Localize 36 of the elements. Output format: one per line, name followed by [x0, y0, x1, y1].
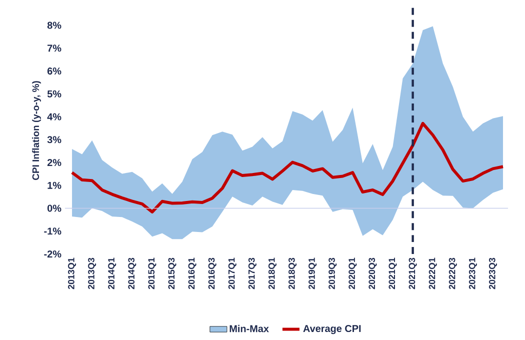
y-tick-label: 3% [47, 136, 62, 144]
x-tick-label: 2018Q1 [268, 258, 276, 290]
x-tick-label: 2022Q1 [428, 258, 437, 290]
x-tick-label: 2016Q3 [208, 258, 216, 290]
x-tick-label: 2015Q1 [148, 258, 156, 290]
y-tick-label: 8% [47, 22, 62, 29]
y-tick-label: 0% [47, 204, 62, 212]
y-tick-label: 5% [47, 90, 62, 98]
x-tick-label: 2014Q1 [108, 258, 116, 290]
x-tick-label: 2017Q3 [248, 258, 256, 290]
x-tick-label: 2015Q3 [168, 258, 176, 290]
x-tick-label: 2022Q3 [448, 258, 457, 290]
x-tick-label: 2019Q3 [328, 258, 337, 290]
x-tick-label: 2017Q1 [228, 258, 236, 290]
y-tick-label: 4% [47, 113, 62, 120]
y-tick-label: 7% [48, 44, 62, 52]
x-tick-label: 2018Q3 [288, 258, 297, 290]
y-axis-title: CPI Inflation (y-o-y, %) [32, 81, 41, 180]
x-tick-label: 2016Q1 [188, 258, 196, 290]
y-tick-label: 1% [48, 182, 62, 189]
legend-label: Average CPI [303, 325, 361, 334]
y-tick-label: -1% [44, 228, 62, 235]
x-tick-label: 2019Q1 [308, 258, 317, 290]
x-tick-label: 2014Q3 [128, 258, 136, 290]
x-tick-label: 2021Q1 [388, 258, 397, 290]
x-tick-label: 2021Q3 [408, 258, 417, 290]
y-tick-label: 2% [47, 159, 62, 166]
legend-label: Min-Max [230, 324, 269, 332]
x-tick-label: 2013Q1 [68, 258, 76, 290]
x-tick-label: 2023Q1 [468, 258, 477, 290]
x-tick-label: 2020Q1 [348, 258, 357, 290]
x-tick-label: 2023Q3 [488, 258, 497, 290]
y-tick-label: -2% [44, 250, 62, 258]
y-tick-label: 6% [47, 68, 62, 75]
x-tick-label: 2013Q3 [88, 258, 96, 290]
x-tick-label: 2020Q3 [368, 258, 377, 290]
